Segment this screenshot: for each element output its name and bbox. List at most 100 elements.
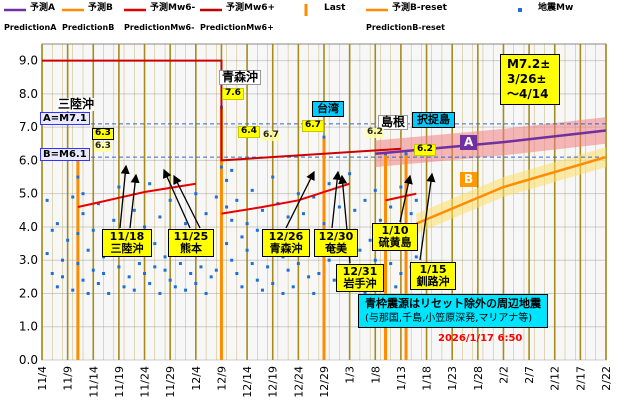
- mw6minus-line-2: [221, 182, 350, 215]
- mw-point: [148, 182, 152, 186]
- mw-point: [296, 192, 300, 196]
- event-1230-name: 奄美: [325, 242, 347, 256]
- legend-sublabel: PredictionMw6+: [200, 23, 274, 32]
- mw-point: [189, 272, 193, 276]
- x-tick-label: 1/13: [395, 366, 408, 391]
- legend-label: 地震Mw: [538, 3, 574, 13]
- mw-point: [45, 252, 49, 256]
- etorofu-label: 択捉島: [412, 112, 455, 129]
- mw-point: [389, 205, 393, 209]
- event-arrow: [285, 170, 315, 229]
- mw-point: [327, 258, 331, 262]
- event-0110-name: 硫黄島: [378, 236, 412, 250]
- mw-point: [76, 232, 80, 236]
- mw-point: [117, 185, 121, 189]
- event-1230-date: 12/30: [318, 230, 354, 243]
- mw-point: [55, 222, 59, 226]
- mw6minus-line-1: [77, 182, 196, 208]
- mw-point: [71, 195, 75, 199]
- mw-point: [353, 208, 357, 212]
- taiwan-mag: 6.7: [302, 120, 324, 132]
- x-tick-label: 2/17: [574, 366, 587, 391]
- mw-point: [337, 205, 341, 209]
- mw-point: [245, 248, 249, 252]
- event-0115: 1/15 釧路沖: [410, 262, 456, 291]
- mw-point: [363, 291, 367, 295]
- legend-swatch: [518, 8, 522, 12]
- mw-point: [389, 262, 393, 266]
- event-1231: 12/31 岩手沖: [336, 264, 384, 293]
- mw-point: [230, 258, 234, 262]
- mw-point: [260, 288, 264, 292]
- mw-point: [409, 212, 413, 216]
- mw-point: [199, 265, 203, 269]
- mw-point: [373, 258, 377, 262]
- shimane-mag: 6.2: [366, 127, 384, 138]
- mw-point: [204, 291, 208, 295]
- event-1118-name: 三陸沖: [110, 242, 144, 256]
- forecast-line1: M7.2±: [507, 57, 551, 71]
- mw-point: [55, 285, 59, 289]
- x-tick-label: 12/4: [190, 366, 203, 391]
- x-tick-label: 11/14: [87, 366, 100, 398]
- pred-b-chip: B: [460, 172, 478, 188]
- mag-6-7b: 6.7: [262, 130, 280, 141]
- mw-point: [214, 268, 218, 272]
- mw-point: [255, 228, 259, 232]
- x-tick-label: 11/19: [113, 366, 126, 398]
- mw-point: [312, 195, 316, 199]
- event-1231-date: 12/31: [342, 265, 378, 278]
- y-tick-label: 3.0: [19, 253, 38, 267]
- mw-point: [281, 291, 285, 295]
- mw-point: [81, 212, 85, 216]
- mw-point: [66, 238, 70, 242]
- x-tick-label: 11/4: [36, 366, 49, 391]
- mw-point: [271, 175, 275, 179]
- x-tick-label: 12/19: [267, 366, 280, 398]
- y-tick-label: 8.0: [19, 87, 38, 101]
- legend-sublabel: PredictionMw6-: [124, 23, 195, 32]
- mw-point: [194, 281, 198, 285]
- mw-point: [322, 135, 326, 139]
- mw-point: [332, 278, 336, 282]
- mw-point: [132, 208, 136, 212]
- mw-point: [137, 262, 141, 266]
- event-1125-date: 11/25: [173, 230, 209, 243]
- y-tick-label: 6.0: [19, 153, 38, 167]
- mw-point: [81, 278, 85, 282]
- mw-point: [225, 242, 229, 246]
- mw-point: [96, 202, 100, 206]
- ref-a-label: A=M7.1: [40, 112, 90, 125]
- mw-point: [117, 265, 121, 269]
- mw-point: [414, 255, 418, 259]
- mw-point: [219, 165, 223, 169]
- event-arrow: [163, 168, 191, 229]
- event-1226-date: 12/26: [268, 230, 304, 243]
- mw-point: [163, 268, 167, 272]
- mw6plus-line: [42, 59, 401, 162]
- mw-point: [378, 218, 382, 222]
- mw-point: [286, 268, 290, 272]
- mw-point: [86, 291, 90, 295]
- event-0115-date: 1/15: [419, 263, 447, 276]
- legend-sublabel: PredictionA: [4, 23, 57, 32]
- shimane-label: 島根: [378, 115, 409, 131]
- mw-point: [168, 198, 172, 202]
- event-arrow: [119, 164, 130, 229]
- aomori-top-label: 青森沖: [219, 70, 262, 86]
- pred-b-line: [415, 155, 607, 225]
- forecast-box: M7.2± 3/26± ～4/14: [500, 54, 560, 105]
- y-tick-label: 1.0: [19, 320, 38, 334]
- x-tick-label: 11/24: [139, 366, 152, 398]
- mw-point: [96, 281, 100, 285]
- event-arrow: [419, 172, 436, 261]
- x-tick-label: 2/22: [600, 366, 613, 391]
- mw-point: [414, 198, 418, 202]
- mw-point: [91, 228, 95, 232]
- mw-point: [81, 192, 85, 196]
- mw-point: [143, 225, 147, 229]
- mw-point: [102, 272, 106, 276]
- mw-point: [271, 281, 275, 285]
- info-line1: 青枠震源はリセット除外の周辺地震: [365, 297, 541, 310]
- mw-point: [260, 208, 264, 212]
